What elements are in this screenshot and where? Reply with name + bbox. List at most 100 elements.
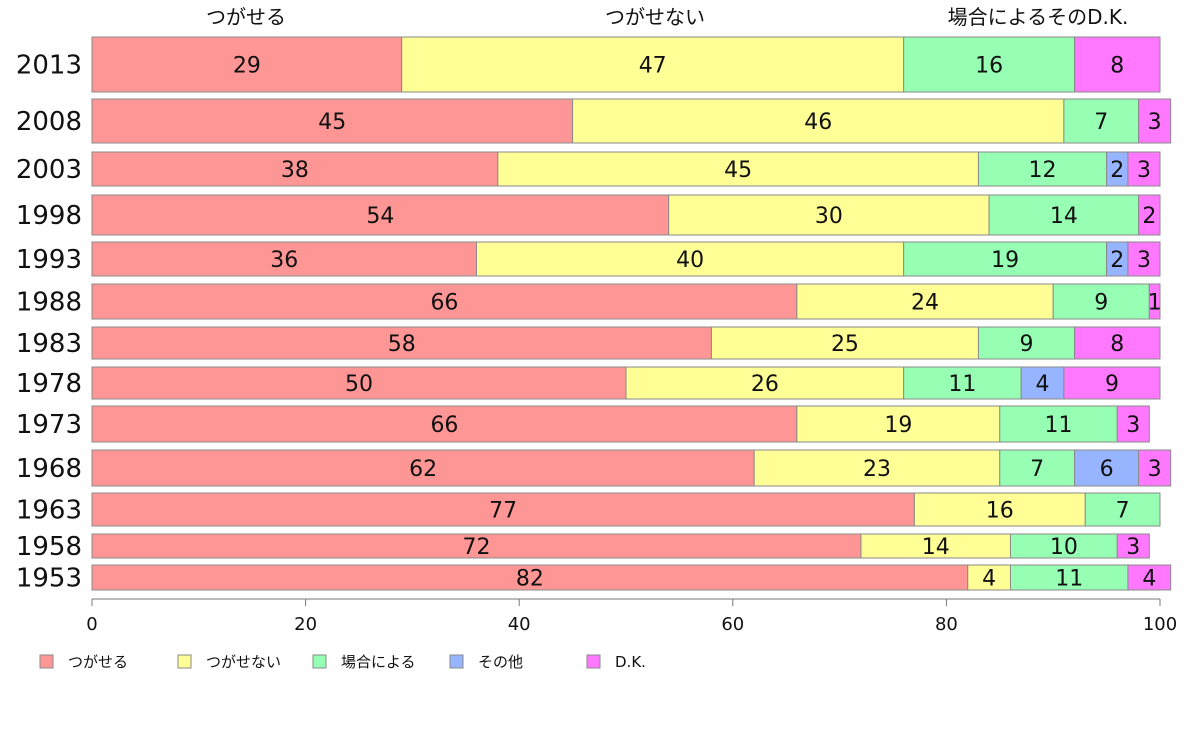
year-label: 1968 — [16, 454, 82, 484]
year-label: 1993 — [16, 245, 82, 275]
bar-segment — [91, 98, 574, 144]
bar-segment — [401, 36, 905, 93]
legend-swatch — [312, 654, 327, 669]
data-label: 9 — [1105, 372, 1119, 397]
bar-segment — [903, 366, 1022, 400]
bar-segment — [1148, 283, 1161, 320]
bar-segment — [1052, 283, 1150, 320]
legend-swatch — [39, 654, 54, 669]
bar-segment — [1074, 449, 1140, 487]
data-label: 9 — [1094, 291, 1108, 316]
data-label: 45 — [318, 110, 346, 135]
year-label: 1973 — [16, 410, 82, 440]
data-label: 46 — [804, 110, 832, 135]
data-label: 2 — [1110, 158, 1124, 183]
data-label: 9 — [1020, 332, 1034, 357]
tick-label: 20 — [294, 614, 317, 635]
bar-segment — [1074, 326, 1161, 360]
data-label: 77 — [489, 499, 517, 524]
year-label: 1988 — [16, 288, 82, 318]
data-label: 62 — [409, 457, 437, 482]
bar-segment — [91, 36, 403, 93]
data-label: 66 — [430, 413, 458, 438]
top-label-2: つがせない — [605, 5, 705, 29]
top-labels: つがせる つがせない 場合によるそのD.K. — [206, 5, 1128, 29]
bars: 29 47 16 845 46 7 338 45 12 2 354 30 14 236 40 19 2 366 24… — [91, 36, 1172, 592]
bar-segment — [710, 326, 979, 360]
bar-segment — [91, 194, 670, 236]
data-label: 7 — [1116, 499, 1130, 524]
data-label: 11 — [1045, 413, 1073, 438]
year-label: 1963 — [16, 496, 82, 526]
data-label: 45 — [724, 158, 752, 183]
top-label-3: 場合によるそのD.K. — [948, 5, 1129, 29]
bar-segment — [1074, 36, 1161, 93]
data-label: 16 — [986, 499, 1014, 524]
data-label: 30 — [815, 204, 843, 229]
tick-label: 80 — [935, 614, 958, 635]
bar-segment — [1138, 194, 1161, 236]
bar-segment — [903, 36, 1076, 93]
data-label: 29 — [233, 54, 261, 79]
data-label: 14 — [1050, 204, 1078, 229]
top-label-1: つがせる — [206, 5, 286, 29]
data-label: 8 — [1110, 332, 1124, 357]
data-label: 4 — [982, 567, 996, 592]
data-label: 58 — [388, 332, 416, 357]
legend-swatch — [449, 654, 464, 669]
legend-label: その他 — [478, 653, 523, 671]
bar-segment — [625, 366, 905, 400]
tick-label: 100 — [1143, 614, 1177, 635]
data-label: 6 — [1100, 457, 1114, 482]
data-label: 19 — [884, 413, 912, 438]
legend-label: D.K. — [615, 653, 646, 671]
bar-segment — [1138, 449, 1172, 487]
bar-segment — [497, 151, 979, 187]
data-label: 3 — [1148, 457, 1162, 482]
data-label: 23 — [863, 457, 891, 482]
data-label: 50 — [345, 372, 373, 397]
tick-label: 0 — [86, 614, 97, 635]
year-labels: 2013 2008 2003 1998 1993 1988 1983 1978 1973 1968… — [16, 51, 82, 594]
bar-segment — [1009, 533, 1118, 559]
data-label: 8 — [1110, 54, 1124, 79]
year-label: 2013 — [16, 51, 82, 81]
data-label: 2 — [1110, 248, 1124, 273]
data-label: 10 — [1050, 535, 1078, 560]
bar-segment — [796, 283, 1054, 320]
data-label: 3 — [1137, 248, 1151, 273]
data-label: 11 — [948, 372, 976, 397]
year-label: 1953 — [16, 564, 82, 594]
x-axis: 0 20 40 60 80 100 — [86, 598, 1177, 635]
data-label: 82 — [516, 567, 544, 592]
data-label: 26 — [751, 372, 779, 397]
data-label: 16 — [975, 54, 1003, 79]
data-label: 24 — [911, 291, 939, 316]
data-label: 11 — [1055, 567, 1083, 592]
year-label: 1958 — [16, 532, 82, 562]
data-label: 25 — [831, 332, 859, 357]
bar-segment — [1063, 366, 1161, 400]
data-label: 4 — [1142, 567, 1156, 592]
tick-label: 40 — [508, 614, 531, 635]
bar-segment — [1116, 405, 1150, 443]
bar-segment — [1084, 492, 1161, 527]
data-label: 66 — [430, 291, 458, 316]
data-label: 7 — [1094, 110, 1108, 135]
bar-segment — [91, 564, 969, 591]
year-label: 1983 — [16, 329, 82, 359]
legend-swatch — [177, 654, 192, 669]
data-label: 7 — [1030, 457, 1044, 482]
bar-segment — [753, 449, 1001, 487]
legend-label: 場合による — [341, 653, 416, 671]
year-label: 1998 — [16, 201, 82, 231]
bar-segment — [668, 194, 990, 236]
bar-segment — [91, 449, 755, 487]
bar-segment — [1127, 564, 1172, 591]
data-label: 3 — [1126, 535, 1140, 560]
data-label: 72 — [462, 535, 490, 560]
tick-label: 60 — [721, 614, 744, 635]
data-label: 14 — [922, 535, 950, 560]
year-label: 1978 — [16, 369, 82, 399]
legend-swatch — [586, 654, 601, 669]
